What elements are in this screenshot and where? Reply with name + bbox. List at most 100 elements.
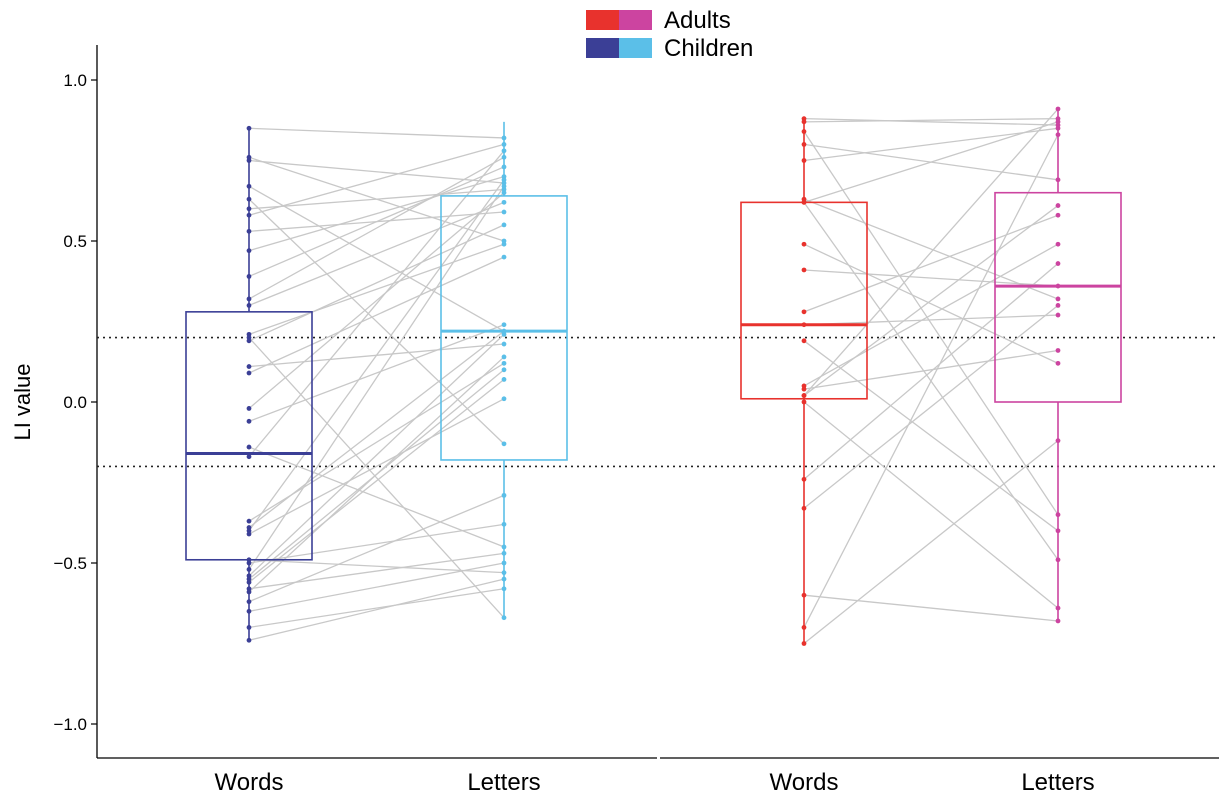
data-point	[801, 142, 807, 147]
pair-line	[803, 594, 1059, 622]
data-point	[246, 183, 252, 189]
legend-swatch	[619, 10, 652, 30]
data-point	[1055, 528, 1061, 534]
data-point	[1055, 303, 1061, 308]
box	[740, 201, 868, 400]
box	[994, 191, 1122, 403]
data-point	[801, 476, 807, 482]
data-point	[501, 154, 507, 160]
y-tick-label: 0.0	[63, 393, 87, 412]
axes: 1.0 0.5 0.0 −0.5 −1.0 LI value	[10, 45, 1219, 759]
data-point	[1055, 312, 1061, 318]
data-point	[246, 444, 252, 450]
pair-line	[803, 440, 1059, 645]
data-point	[801, 196, 807, 202]
data-point	[501, 441, 507, 447]
pair-line	[248, 552, 505, 590]
data-point	[246, 248, 252, 254]
pair-line	[803, 117, 1059, 126]
legend-swatch	[586, 38, 619, 58]
data-point	[246, 228, 252, 234]
legend-label: Children	[664, 35, 753, 62]
data-point	[246, 338, 252, 344]
data-point	[501, 164, 507, 170]
data-point	[501, 322, 507, 328]
pair-line	[803, 314, 1059, 326]
data-point	[501, 521, 507, 527]
x-tick-label: Words	[770, 769, 839, 796]
data-point	[501, 199, 507, 205]
data-point	[801, 386, 807, 392]
data-point	[246, 406, 252, 411]
pair-line	[248, 378, 505, 583]
data-point	[1055, 348, 1061, 353]
data-point	[501, 331, 507, 337]
data-point	[501, 241, 507, 247]
pair-line	[248, 578, 505, 641]
data-point	[246, 418, 252, 424]
data-point	[801, 338, 807, 344]
data-points	[246, 106, 1061, 646]
data-point	[246, 274, 252, 279]
data-point	[501, 576, 507, 582]
data-point	[501, 396, 507, 402]
x-tick-label: Letters	[467, 769, 540, 796]
pair-line	[248, 188, 505, 210]
pair-line	[803, 304, 1059, 509]
data-point	[246, 206, 252, 212]
labels: Words Letters Words Letters	[215, 769, 1095, 796]
data-point	[246, 637, 252, 643]
legend-swatch	[586, 10, 619, 30]
pair-line	[803, 401, 1059, 609]
data-point	[501, 190, 507, 196]
pair-line	[803, 108, 1059, 396]
data-point	[801, 393, 807, 398]
data-point	[501, 254, 507, 260]
data-point	[501, 360, 507, 366]
data-point	[501, 492, 507, 498]
pair-line	[803, 205, 1059, 397]
data-point	[246, 158, 252, 163]
pair-line	[248, 127, 505, 139]
pair-line	[248, 256, 505, 374]
pair-line	[803, 131, 1059, 516]
pair-line	[803, 127, 1059, 162]
pair-line	[248, 175, 505, 252]
pair-line	[248, 356, 505, 593]
data-point	[501, 341, 507, 347]
data-point	[801, 129, 807, 134]
pair-line	[248, 192, 505, 409]
box	[440, 195, 568, 461]
pair-line	[248, 159, 505, 184]
pair-line	[803, 214, 1059, 313]
data-point	[246, 454, 252, 460]
data-point	[501, 148, 507, 154]
data-point	[246, 531, 252, 537]
data-point	[801, 309, 807, 315]
data-point	[501, 354, 507, 360]
pair-line	[248, 185, 505, 570]
data-point	[1055, 512, 1061, 518]
x-tick-label: Words	[215, 769, 284, 796]
data-point	[501, 135, 507, 141]
pair-line	[803, 134, 1059, 628]
pair-line	[248, 179, 505, 532]
data-point	[246, 370, 252, 376]
pair-line	[248, 156, 505, 300]
data-point	[246, 518, 252, 524]
data-point	[1055, 283, 1061, 289]
data-point	[1055, 557, 1061, 563]
pair-line	[248, 523, 505, 564]
data-point	[501, 209, 507, 215]
data-point	[501, 560, 507, 566]
data-point	[1055, 177, 1061, 183]
data-point	[246, 560, 252, 566]
data-point	[501, 615, 507, 621]
data-point	[246, 608, 252, 614]
pair-line	[248, 150, 505, 458]
pair-line	[248, 398, 505, 535]
pair-line	[803, 243, 1059, 364]
y-tick-label: −0.5	[53, 554, 87, 573]
data-point	[1055, 618, 1061, 624]
